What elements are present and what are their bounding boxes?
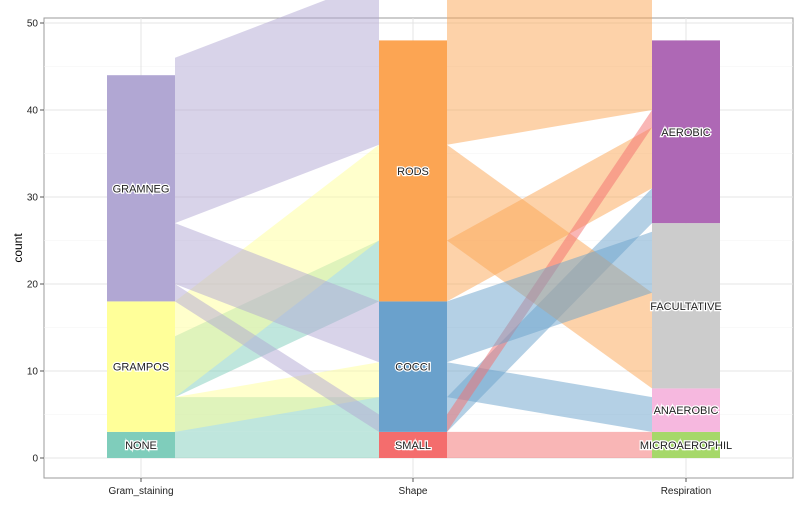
stratum-label-aerobic: AEROBIC — [661, 127, 711, 139]
stratum-label-cocci: COCCI — [395, 362, 430, 374]
flow-gramneg-rods-aerobic — [175, 0, 652, 224]
stratum-label-microaerophil: MICROAEROPHIL — [640, 440, 732, 452]
strata — [107, 40, 720, 458]
stratum-gramneg — [107, 75, 175, 302]
flow-ribbon — [175, 0, 379, 224]
flow-ribbon — [175, 362, 379, 432]
flow-ribbon — [447, 231, 652, 363]
stratum-label-rods: RODS — [397, 166, 429, 178]
y-tick-label: 20 — [27, 280, 39, 291]
flow-gramneg-cocci-facultative — [175, 223, 652, 363]
stratum-small — [379, 431, 447, 458]
stratum-none — [107, 431, 175, 458]
axes: 0 10 20 30 40 50 Gram_staining Shape Respiration — [27, 19, 711, 498]
y-tick-label: 10 — [27, 367, 39, 378]
stratum-label-grampos: GRAMPOS — [113, 362, 169, 374]
flow-ribbon — [175, 431, 379, 458]
stratum-grampos — [107, 301, 175, 432]
flow-ribbon — [175, 284, 379, 432]
stratum-rods — [379, 40, 447, 302]
flows — [175, 0, 652, 458]
stratum-label-anaerobic: ANAEROBIC — [654, 405, 719, 417]
stratum-aerobic — [652, 40, 720, 224]
y-tick-label: 30 — [27, 193, 39, 204]
flow-ribbon — [447, 0, 652, 145]
stratum-label-small: SMALL — [395, 440, 431, 452]
stratum-labels: NONE GRAMPOS GRAMNEG SMALL COCCI RODS MICROAER… — [111, 126, 733, 454]
stratum-label-facultative: FACULTATIVE — [650, 301, 722, 313]
y-tick-label: 40 — [27, 106, 39, 117]
flow-none-small-microaerophil — [175, 431, 652, 458]
stratum-microaerophil — [652, 431, 720, 458]
x-tick-label-gram-staining: Gram_staining — [108, 486, 173, 497]
stratum-cocci — [379, 301, 447, 432]
flow-ribbon — [447, 431, 652, 458]
stratum-anaerobic — [652, 388, 720, 432]
flow-grampos-cocci-anaerobic — [175, 362, 652, 432]
flow-ribbon — [175, 223, 379, 363]
stratum-label-gramneg: GRAMNEG — [113, 183, 170, 195]
x-tick-label-shape: Shape — [399, 486, 428, 497]
y-tick-label: 0 — [32, 454, 38, 465]
stratum-label-none: NONE — [125, 440, 157, 452]
stratum-facultative — [652, 223, 720, 389]
x-tick-label-respiration: Respiration — [661, 486, 712, 497]
y-axis-title: count — [11, 233, 25, 263]
y-tick-label: 50 — [27, 19, 39, 30]
flow-ribbon — [447, 362, 652, 432]
